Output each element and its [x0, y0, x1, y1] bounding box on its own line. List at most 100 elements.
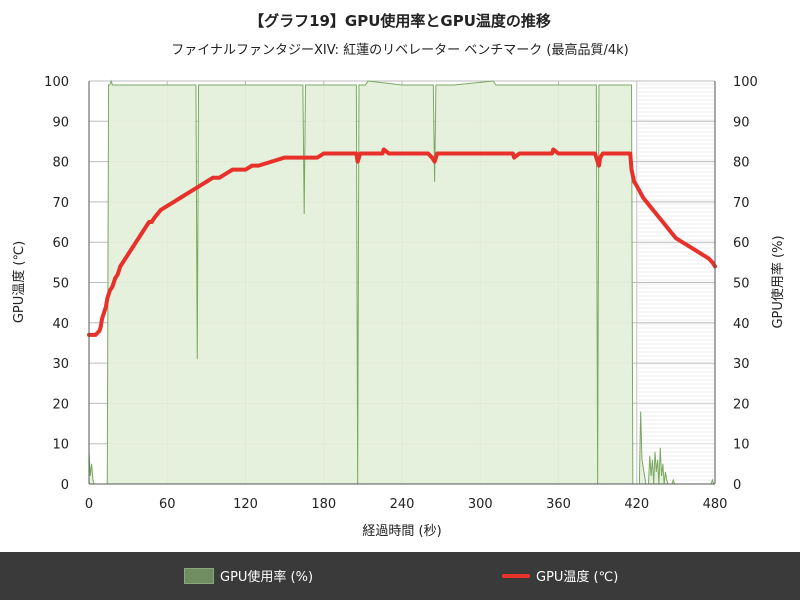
- point-gpu-temp: [295, 155, 300, 160]
- y-tick-label-right: 50: [733, 277, 750, 292]
- y-tick-label-left: 90: [52, 115, 69, 130]
- point-gpu-temp: [217, 175, 222, 180]
- y-tick-label-left: 70: [52, 196, 69, 211]
- point-gpu-temp: [710, 260, 715, 265]
- legend-label-gpu-usage: GPU使用率 (%): [220, 570, 314, 585]
- y-tick-label-right: 30: [733, 357, 750, 372]
- chart-subtitle: ファイナルファンタジーXIV: 紅蓮のリベレーター ベンチマーク (最高品質/4…: [171, 42, 628, 58]
- point-gpu-temp: [178, 196, 183, 200]
- y-tick-label-left: 20: [52, 397, 69, 412]
- point-gpu-temp: [687, 244, 691, 249]
- y-tick-label-left: 60: [52, 236, 69, 251]
- y-tick-label-right: 90: [733, 115, 750, 130]
- y-tick-label-left: 30: [52, 357, 69, 372]
- x-tick-label: 180: [311, 497, 336, 512]
- point-gpu-temp: [641, 196, 646, 200]
- point-gpu-temp: [118, 264, 123, 269]
- series-layer: [87, 79, 717, 485]
- point-gpu-temp: [593, 151, 597, 156]
- point-gpu-temp: [250, 163, 254, 168]
- x-tick-label: 0: [85, 497, 93, 512]
- point-gpu-temp: [113, 276, 117, 281]
- point-gpu-temp: [123, 256, 128, 261]
- legend-swatch-area-icon: [184, 567, 214, 584]
- point-gpu-temp: [452, 151, 456, 156]
- point-gpu-temp: [478, 151, 483, 156]
- y-tick-label-right: 0: [733, 478, 741, 493]
- point-gpu-temp: [700, 252, 704, 257]
- x-tick-label: 420: [624, 497, 649, 512]
- y-tick-label-left: 50: [52, 277, 69, 292]
- point-gpu-temp: [256, 163, 261, 168]
- point-gpu-temp: [511, 151, 515, 156]
- point-gpu-temp: [149, 220, 154, 224]
- point-gpu-temp: [308, 155, 313, 160]
- point-gpu-temp: [512, 155, 516, 160]
- point-gpu-temp: [108, 288, 112, 293]
- x-tick-label: 60: [159, 497, 176, 512]
- point-gpu-temp: [191, 188, 196, 192]
- point-gpu-temp: [105, 296, 110, 301]
- chart-svg: 【グラフ19】GPU使用率とGPU温度の推移 ファイナルファンタジーXIV: 紅…: [11, 12, 786, 539]
- point-gpu-temp: [632, 179, 636, 184]
- point-gpu-temp: [430, 155, 434, 160]
- point-gpu-temp: [334, 151, 339, 156]
- y-tick-label-right: 100: [733, 75, 758, 90]
- x-axis-title: 経過時間 (秒): [362, 524, 441, 539]
- axes: [88, 81, 716, 485]
- y-tick-label-right: 70: [733, 196, 750, 211]
- point-gpu-temp: [426, 151, 430, 156]
- point-gpu-temp: [667, 228, 672, 232]
- point-gpu-temp: [198, 183, 202, 188]
- tick-labels: 0 0 10 10 20 20 30 30 40 40 50 50 60 60 70 70 80 80 90 90 10…: [44, 75, 758, 512]
- point-gpu-temp: [355, 159, 360, 164]
- point-gpu-temp: [98, 325, 103, 329]
- y-tick-label-left: 80: [52, 156, 69, 171]
- point-gpu-temp: [121, 260, 125, 265]
- point-gpu-temp: [647, 204, 652, 208]
- point-gpu-temp: [439, 151, 443, 156]
- y-tick-label-right: 20: [733, 397, 750, 412]
- y-tick-label-left: 0: [61, 478, 69, 493]
- y-tick-label-right: 10: [733, 438, 750, 453]
- point-gpu-temp: [152, 216, 157, 220]
- point-gpu-temp: [131, 244, 136, 249]
- point-gpu-temp: [517, 151, 522, 156]
- point-gpu-temp: [115, 272, 120, 277]
- point-gpu-temp: [104, 304, 108, 309]
- point-gpu-temp: [97, 329, 102, 333]
- point-gpu-temp: [102, 308, 107, 313]
- point-gpu-temp: [185, 192, 189, 196]
- y-tick-label-left: 100: [44, 75, 69, 90]
- point-gpu-temp: [237, 167, 241, 172]
- point-gpu-temp: [139, 232, 143, 236]
- y-tick-label-left: 40: [52, 317, 69, 332]
- point-gpu-temp: [693, 248, 698, 253]
- y-tick-label-right: 60: [733, 236, 750, 251]
- point-gpu-temp: [661, 220, 665, 224]
- point-gpu-temp: [230, 167, 235, 172]
- point-gpu-temp: [171, 200, 176, 204]
- point-gpu-temp: [321, 151, 326, 156]
- legend-swatch-line-icon: [502, 573, 530, 578]
- point-gpu-temp: [354, 151, 359, 156]
- point-gpu-temp: [629, 167, 634, 172]
- x-tick-label: 120: [233, 497, 258, 512]
- point-gpu-temp: [269, 159, 274, 164]
- y-axis-title-right: GPU使用率 (%): [770, 235, 786, 328]
- point-gpu-temp: [147, 220, 151, 224]
- point-gpu-temp: [582, 151, 587, 156]
- legend-item-gpu-temp: GPU温度 (℃): [502, 566, 618, 585]
- area-gpu-usage: [89, 81, 715, 484]
- point-gpu-temp: [100, 316, 104, 321]
- point-gpu-temp: [134, 240, 138, 244]
- point-gpu-temp: [374, 151, 378, 156]
- point-gpu-temp: [110, 284, 115, 289]
- point-gpu-temp: [136, 236, 141, 240]
- point-gpu-temp: [595, 159, 600, 164]
- point-gpu-temp: [243, 167, 248, 172]
- point-gpu-temp: [128, 248, 133, 253]
- point-gpu-temp: [634, 183, 639, 188]
- point-gpu-temp: [654, 212, 659, 216]
